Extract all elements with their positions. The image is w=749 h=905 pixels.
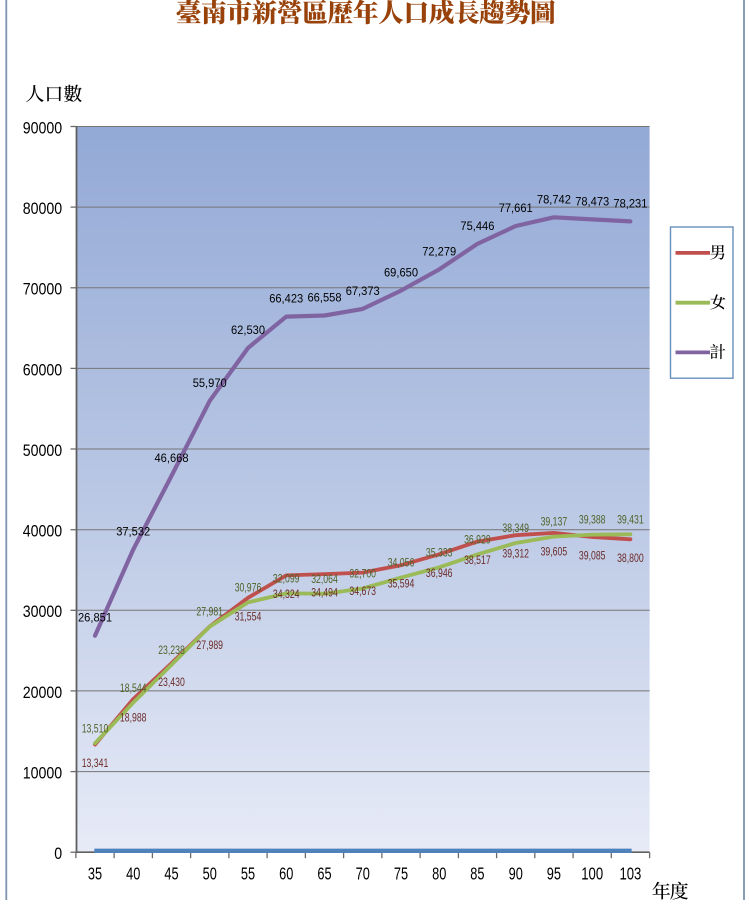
svg-text:40: 40 <box>126 863 140 883</box>
svg-text:39,085: 39,085 <box>579 551 606 563</box>
svg-text:78,231: 78,231 <box>613 196 647 210</box>
svg-text:35: 35 <box>88 863 102 883</box>
svg-text:32,064: 32,064 <box>311 574 338 586</box>
svg-text:66,558: 66,558 <box>308 291 342 305</box>
svg-text:60: 60 <box>279 863 293 883</box>
svg-text:30,976: 30,976 <box>235 583 262 595</box>
svg-text:50000: 50000 <box>23 442 63 460</box>
svg-text:103: 103 <box>619 863 641 883</box>
svg-text:100: 100 <box>581 863 603 883</box>
svg-text:39,388: 39,388 <box>579 515 606 527</box>
svg-text:80: 80 <box>432 863 446 883</box>
svg-text:70000: 70000 <box>23 281 63 299</box>
svg-text:23,430: 23,430 <box>158 677 185 689</box>
svg-text:66,423: 66,423 <box>269 292 303 306</box>
svg-text:34,324: 34,324 <box>273 589 300 601</box>
svg-text:0: 0 <box>54 845 62 863</box>
svg-text:36,929: 36,929 <box>464 535 491 547</box>
svg-text:75,446: 75,446 <box>460 219 494 233</box>
svg-text:65: 65 <box>317 863 331 883</box>
svg-text:69,650: 69,650 <box>384 266 418 280</box>
svg-text:34,056: 34,056 <box>388 558 415 570</box>
svg-text:36,946: 36,946 <box>426 568 453 580</box>
svg-text:18,988: 18,988 <box>120 713 147 725</box>
svg-text:34,673: 34,673 <box>349 586 376 598</box>
svg-text:35,594: 35,594 <box>388 579 415 591</box>
svg-text:34,494: 34,494 <box>311 588 338 600</box>
svg-text:60000: 60000 <box>23 361 63 379</box>
svg-text:39,605: 39,605 <box>541 546 568 558</box>
svg-text:45: 45 <box>164 863 178 883</box>
svg-text:20000: 20000 <box>23 684 63 702</box>
svg-text:78,473: 78,473 <box>575 194 609 208</box>
svg-text:13,510: 13,510 <box>82 723 109 735</box>
svg-text:35,333: 35,333 <box>426 547 453 559</box>
svg-text:55,970: 55,970 <box>193 376 227 390</box>
svg-text:23,238: 23,238 <box>158 645 185 657</box>
svg-text:27,989: 27,989 <box>196 640 223 652</box>
svg-text:39,137: 39,137 <box>541 517 568 529</box>
svg-text:77,661: 77,661 <box>499 201 533 215</box>
svg-text:46,668: 46,668 <box>155 451 189 465</box>
svg-text:32,099: 32,099 <box>273 574 300 586</box>
svg-text:10000: 10000 <box>23 765 63 783</box>
svg-text:50: 50 <box>203 863 217 883</box>
svg-text:40000: 40000 <box>23 523 63 541</box>
svg-text:67,373: 67,373 <box>346 284 380 298</box>
svg-text:85: 85 <box>470 863 484 883</box>
svg-text:38,349: 38,349 <box>502 523 529 535</box>
svg-text:62,530: 62,530 <box>231 323 265 337</box>
svg-text:75: 75 <box>394 863 408 883</box>
svg-text:18,544: 18,544 <box>120 683 147 695</box>
svg-text:70: 70 <box>356 863 370 883</box>
svg-text:78,742: 78,742 <box>537 192 571 206</box>
svg-text:38,800: 38,800 <box>617 553 644 565</box>
svg-text:32,700: 32,700 <box>349 569 376 581</box>
svg-text:80000: 80000 <box>23 200 63 218</box>
svg-text:39,431: 39,431 <box>617 514 644 526</box>
svg-text:30000: 30000 <box>23 603 63 621</box>
svg-text:31,554: 31,554 <box>235 611 262 623</box>
svg-text:26,851: 26,851 <box>78 611 112 625</box>
svg-text:95: 95 <box>547 863 561 883</box>
svg-text:13,341: 13,341 <box>82 758 109 770</box>
svg-text:27,981: 27,981 <box>196 607 223 619</box>
svg-text:39,312: 39,312 <box>502 549 529 561</box>
svg-text:38,517: 38,517 <box>464 555 491 567</box>
svg-text:72,279: 72,279 <box>422 244 456 258</box>
svg-text:55: 55 <box>241 863 255 883</box>
svg-text:90: 90 <box>509 863 523 883</box>
svg-text:90000: 90000 <box>23 119 63 137</box>
svg-text:37,532: 37,532 <box>116 525 150 539</box>
